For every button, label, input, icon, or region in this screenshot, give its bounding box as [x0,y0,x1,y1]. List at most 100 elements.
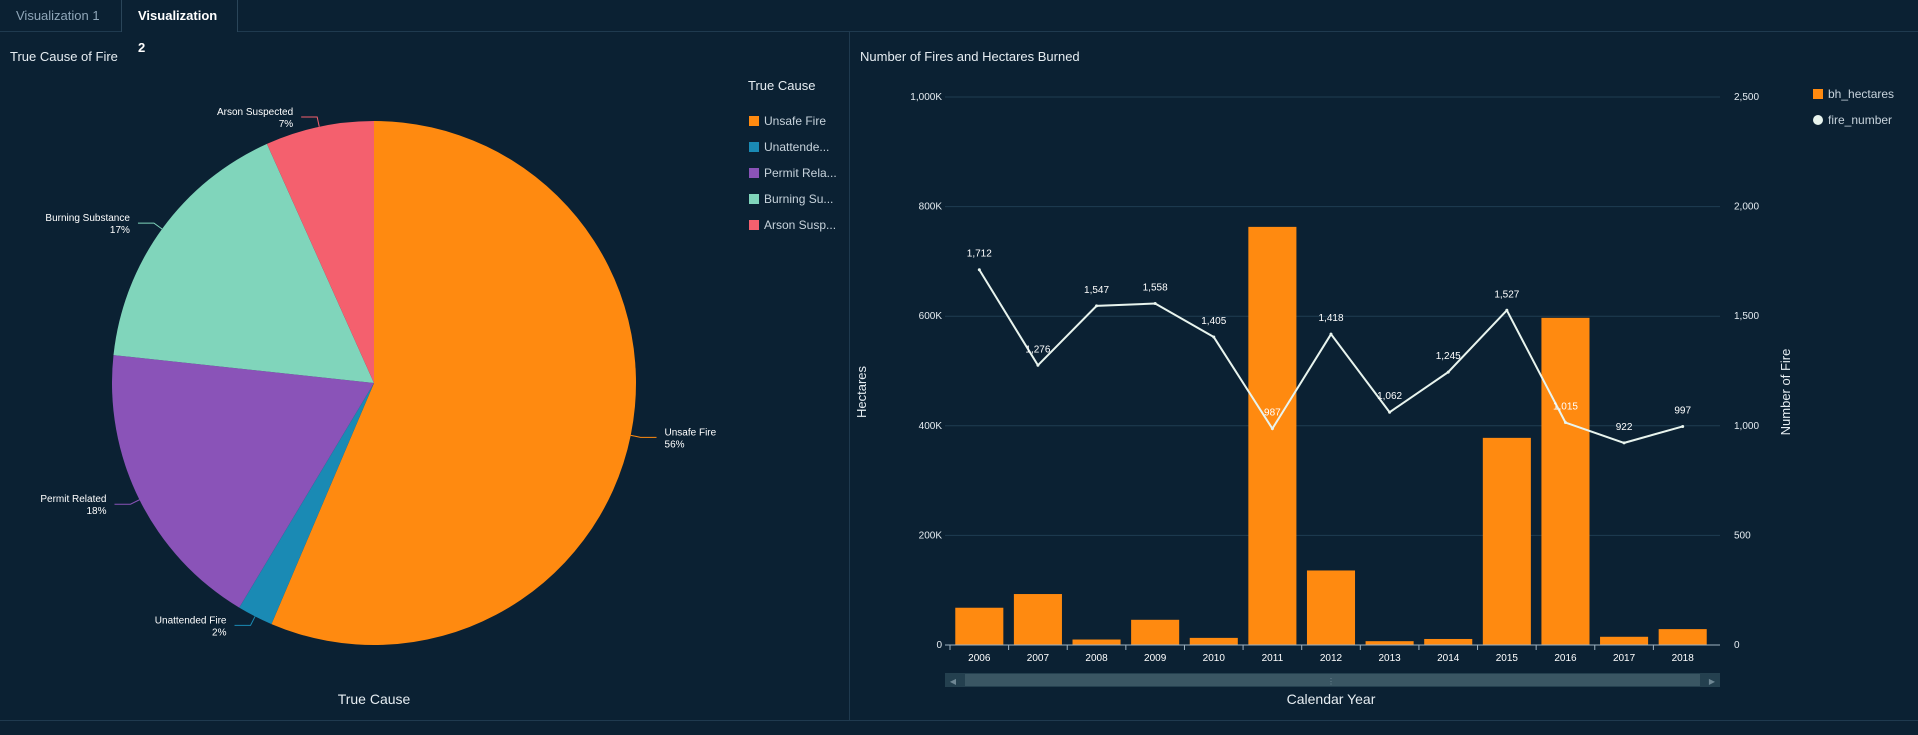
line-point [1505,308,1509,312]
scrollbar-thumb[interactable] [965,674,1700,686]
pie-leader-line [114,499,140,505]
line-data-label: 1,015 [1553,402,1578,413]
y2-tick-label: 2,000 [1734,202,1759,213]
line-data-label: 1,547 [1084,285,1109,296]
line-point [1446,370,1450,374]
bar-2014 [1424,638,1473,645]
bar-2008 [1072,639,1121,645]
pie-legend-label: Unattende... [764,140,829,154]
y2-tick-label: 1,000 [1734,421,1759,432]
bar-2013 [1365,641,1414,645]
combo-chart-title: Number of Fires and Hectares Burned [860,49,1080,64]
pie-slice-burning-substance [113,143,374,383]
x-tick-label: 2018 [1672,653,1695,664]
line-point [1681,424,1685,428]
pie-legend-swatch [749,142,759,152]
y-axis-label: Hectares [854,365,869,418]
pie-leader-line [234,616,256,626]
y2-tick-label: 0 [1734,640,1740,651]
x-tick-label: 2013 [1378,653,1401,664]
line-data-label: 922 [1616,422,1633,433]
bar-2011 [1248,226,1297,645]
pie-leader-line [301,116,320,127]
x-tick-label: 2007 [1027,653,1050,664]
line-data-label: 1,276 [1025,344,1050,355]
pie-legend-swatch [749,194,759,204]
x-tick-label: 2016 [1554,653,1577,664]
pie-leader-line [137,222,163,230]
line-data-label: 1,558 [1143,282,1168,293]
pie-legend-swatch [749,116,759,126]
y-tick-label: 1,000K [910,92,942,103]
line-point [1153,301,1157,305]
panel-divider [849,32,850,720]
x-tick-label: 2006 [968,653,991,664]
bar-2017 [1600,636,1649,645]
bottom-divider [0,720,1918,721]
pie-legend-label: Unsafe Fire [764,114,826,128]
pie-slice-label: Burning Substance [45,213,130,224]
line-data-label: 1,712 [967,249,992,260]
line-point [1329,332,1333,336]
y-tick-label: 800K [919,202,943,213]
pie-legend-label: Burning Su... [764,192,833,206]
line-point [1563,421,1567,425]
pie-x-axis-label: True Cause [338,691,411,707]
pie-legend-label: Permit Rela... [764,166,837,180]
y-tick-label: 0 [936,640,942,651]
scrollbar-grip-icon: ⋮ [1327,677,1335,686]
pie-slice-label: Arson Suspected [217,107,293,118]
y-tick-label: 600K [919,311,943,322]
y2-tick-label: 2,500 [1734,92,1759,103]
pie-slice-label: Permit Related [40,494,106,505]
pie-slice-percent: 2% [212,627,227,638]
x-tick-label: 2015 [1496,653,1519,664]
tab-visualization-2[interactable]: Visualization 2 [121,0,238,55]
pie-slice-unsafe-fire [271,121,636,645]
pie-legend-swatch [749,220,759,230]
x-tick-label: 2014 [1437,653,1460,664]
bar-2007 [1013,594,1062,645]
pie-slice-arson-suspected [266,121,374,383]
x-tick-label: 2008 [1085,653,1108,664]
line-point [1270,427,1274,431]
pie-legend-title: True Cause [748,78,815,93]
x-tick-label: 2011 [1262,653,1284,664]
scroll-right-icon[interactable]: ▶ [1709,677,1716,686]
y2-axis-label: Number of Fire [1778,349,1793,436]
line-point [1622,441,1626,445]
line-point [1212,335,1216,339]
x-axis-label: Calendar Year [1287,691,1376,707]
tab-bar: Visualization 1 Visualization 2 [0,0,1918,55]
line-point [1036,363,1040,367]
legend-label-fire-number: fire_number [1828,113,1892,127]
bar-2009 [1131,619,1180,645]
tab-visualization-1[interactable]: Visualization 1 [16,8,100,23]
pie-leader-line [630,434,657,438]
y-tick-label: 200K [919,530,943,541]
pie-legend-label: Arson Susp... [764,218,836,232]
pie-slice-percent: 7% [279,119,294,130]
line-data-label: 1,418 [1318,313,1343,324]
bar-2010 [1189,637,1238,645]
pie-slice-label: Unsafe Fire [665,427,717,438]
pie-chart-title: True Cause of Fire [10,49,118,64]
line-data-label: 1,062 [1377,391,1402,402]
legend-label-bh-hectares: bh_hectares [1828,87,1894,101]
line-data-label: 1,245 [1436,351,1461,362]
legend-swatch-fire-number [1813,115,1823,125]
pie-slice-percent: 18% [86,506,106,517]
pie-legend-swatch [749,168,759,178]
scroll-left-icon[interactable]: ◀ [950,677,957,686]
y2-tick-label: 1,500 [1734,311,1759,322]
line-point [1095,304,1099,308]
x-tick-label: 2012 [1320,653,1343,664]
line-data-label: 1,405 [1201,316,1226,327]
bar-2016 [1541,317,1590,645]
line-point [1388,410,1392,414]
pie-slice-unattended-fire [239,383,374,625]
x-tick-label: 2017 [1613,653,1636,664]
line-data-label: 1,527 [1494,289,1519,300]
line-data-label: 997 [1674,405,1691,416]
